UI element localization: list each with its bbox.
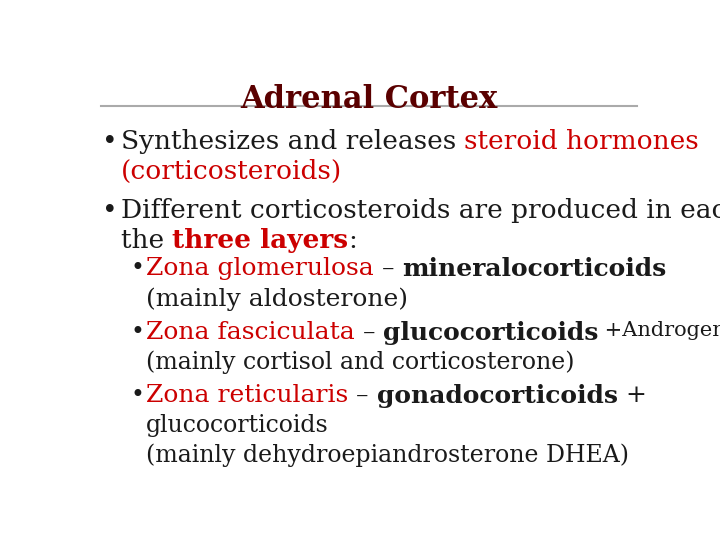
- Text: the: the: [121, 228, 172, 253]
- Text: •: •: [102, 129, 118, 154]
- Text: (corticosteroids): (corticosteroids): [121, 159, 342, 184]
- Text: •: •: [130, 321, 144, 343]
- Text: •: •: [130, 384, 144, 407]
- Text: steroid hormones: steroid hormones: [464, 129, 699, 154]
- Text: :: :: [348, 228, 357, 253]
- Text: •: •: [102, 198, 118, 223]
- Text: Different corticosteroids are produced in each of: Different corticosteroids are produced i…: [121, 198, 720, 223]
- Text: (mainly cortisol and corticosterone): (mainly cortisol and corticosterone): [145, 350, 575, 374]
- Text: –: –: [354, 321, 383, 343]
- Text: –: –: [374, 258, 402, 280]
- Text: gonadocorticoids: gonadocorticoids: [377, 384, 618, 408]
- Text: glucocorticoids: glucocorticoids: [145, 414, 328, 437]
- Text: +Androgens: +Androgens: [598, 321, 720, 340]
- Text: mineralocorticoids: mineralocorticoids: [402, 258, 666, 281]
- Text: •: •: [130, 258, 144, 280]
- Text: Adrenal Cortex: Adrenal Cortex: [240, 84, 498, 114]
- Text: glucocorticoids: glucocorticoids: [383, 321, 598, 345]
- Text: Synthesizes and releases: Synthesizes and releases: [121, 129, 464, 154]
- Text: –: –: [348, 384, 377, 407]
- Text: (mainly aldosterone): (mainly aldosterone): [145, 287, 408, 311]
- Text: Zona glomerulosa: Zona glomerulosa: [145, 258, 374, 280]
- Text: (mainly dehydroepiandrosterone DHEA): (mainly dehydroepiandrosterone DHEA): [145, 443, 629, 467]
- Text: Zona fasciculata: Zona fasciculata: [145, 321, 354, 343]
- Text: three layers: three layers: [172, 228, 348, 253]
- Text: Zona reticularis: Zona reticularis: [145, 384, 348, 407]
- Text: +: +: [618, 384, 647, 407]
